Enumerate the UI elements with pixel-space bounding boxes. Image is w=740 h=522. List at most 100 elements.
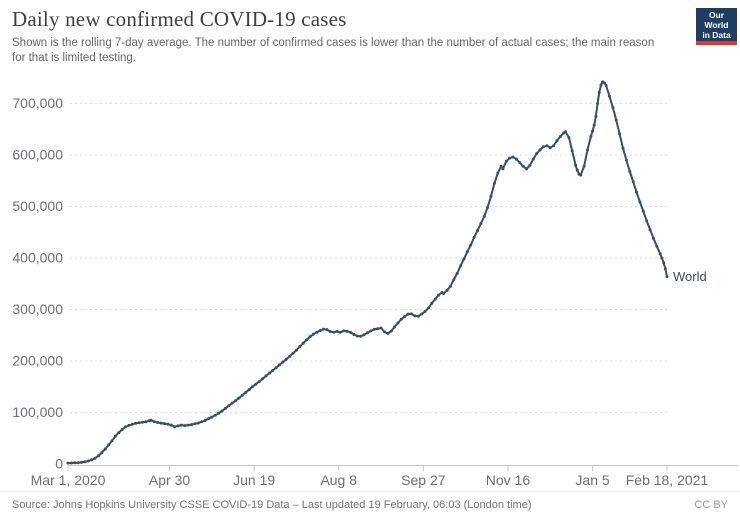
data-point-marker [261,377,265,381]
data-point-marker [210,415,214,419]
data-point-marker [206,417,210,421]
data-point-marker [179,423,183,427]
data-point-marker [247,388,251,392]
owid-logo[interactable]: Our World in Data [696,8,737,45]
data-point-marker [120,428,124,431]
data-point-marker [80,460,83,464]
data-point-marker [389,329,393,333]
series-label-world[interactable]: World [673,269,707,284]
data-point-marker [288,354,292,358]
data-point-marker [459,264,463,268]
data-point-marker [379,326,383,330]
data-point-marker [250,385,254,389]
data-point-marker [621,146,625,150]
data-point-marker [570,149,574,153]
data-point-marker [420,312,424,316]
data-point-marker [599,83,603,87]
data-point-marker [305,338,309,342]
data-point-marker [176,424,180,428]
data-point-marker [542,145,545,149]
data-point-marker [538,148,542,152]
data-point-marker [355,334,359,338]
data-point-marker [602,81,606,85]
license-link[interactable]: CC BY [694,499,728,511]
data-point-marker [416,314,420,318]
x-tick-label: Mar 1, 2020 [31,472,106,488]
data-point-marker [234,399,237,403]
data-point-marker [423,310,427,314]
data-point-marker [134,421,138,425]
data-point-marker [496,171,500,175]
owid-logo-line2: in Data [702,29,731,40]
data-point-marker [359,334,363,338]
y-tick-label: 500,000 [12,198,63,214]
data-point-marker [345,329,349,333]
data-point-marker [589,135,593,138]
data-point-marker [618,132,622,136]
data-point-marker [548,146,552,150]
data-point-marker [410,312,413,316]
data-point-marker [349,330,353,334]
data-point-marker [525,167,529,171]
data-point-marker [396,321,400,325]
data-point-marker [430,301,434,305]
data-point-marker [190,423,193,427]
data-point-marker [393,325,397,329]
data-point-marker [332,330,336,334]
data-point-marker [586,148,589,152]
data-point-marker [403,315,407,318]
data-point-marker [97,454,100,458]
data-point-marker [267,371,271,375]
data-point-marker [508,156,512,160]
data-point-marker [281,360,285,364]
data-point-marker [159,421,163,425]
data-point-marker [608,94,611,98]
data-point-marker [489,194,493,198]
x-tick-label: Sep 27 [401,472,446,488]
data-point-marker [648,228,652,232]
data-point-marker [298,345,302,349]
data-point-marker [217,411,221,415]
data-point-marker [611,106,615,110]
data-point-marker [399,317,403,321]
data-point-marker [124,425,127,429]
data-point-marker [76,461,80,465]
data-point-marker [528,163,532,167]
data-point-marker [237,396,241,400]
data-point-marker [193,422,197,426]
data-point-marker [631,180,635,184]
data-point-marker [117,431,121,435]
data-point-marker [665,275,669,278]
data-point-marker [514,157,518,161]
data-point-marker [521,164,525,168]
data-point-marker [433,297,437,301]
data-point-marker [511,155,515,159]
data-point-marker [635,190,638,194]
data-point-marker [315,330,319,334]
x-tick-label: Jan 5 [575,472,609,488]
data-point-marker [113,434,117,438]
y-tick-label: 0 [55,456,63,472]
data-point-marker [196,421,200,425]
source-text: Source: Johns Hopkins University CSSE CO… [12,499,532,511]
data-point-marker [294,348,298,352]
data-point-marker [442,292,446,295]
data-point-marker [144,420,148,424]
data-point-marker [137,421,141,425]
data-point-marker [254,382,258,386]
data-point-marker [100,451,104,455]
data-point-marker [173,425,177,429]
data-point-marker [462,257,466,261]
data-point-marker [220,409,224,413]
data-point-marker [69,461,73,465]
y-tick-label: 100,000 [12,404,63,420]
data-point-marker [328,330,332,334]
data-point-marker [352,333,356,336]
chart-svg[interactable]: 0 100,000 200,000 300,000 400,000 500,000 600,… [0,0,740,492]
data-point-marker [499,164,503,168]
x-tick-label: Jun 19 [233,472,275,488]
data-point-marker [465,250,469,254]
data-point-marker [492,181,496,185]
series-line-world[interactable] [67,80,668,465]
data-point-marker [257,380,261,384]
